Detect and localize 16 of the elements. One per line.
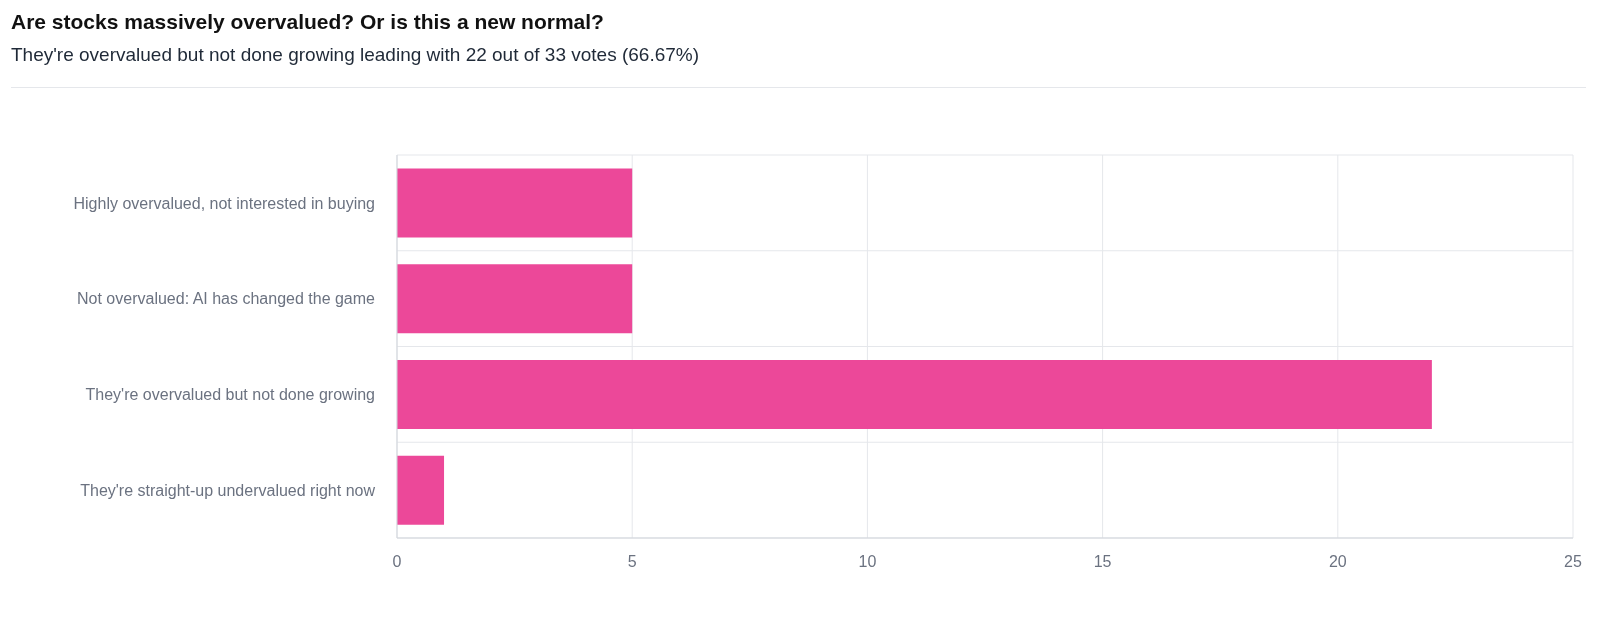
y-tick-label: They're straight-up undervalued right now	[80, 481, 376, 499]
bar	[397, 359, 1432, 429]
y-tick-label: They're overvalued but not done growing	[85, 386, 375, 404]
x-tick-label: 20	[1328, 553, 1347, 571]
x-tick-label: 25	[1564, 553, 1582, 571]
x-tick-label: 15	[1093, 553, 1112, 571]
x-tick-label: 10	[858, 553, 877, 571]
bar	[397, 455, 445, 525]
y-tick-label: Highly overvalued, not interested in buying	[73, 194, 375, 212]
x-tick-label: 0	[392, 553, 402, 571]
x-tick-label: 5	[627, 553, 637, 571]
bar	[397, 168, 633, 238]
chart-title: Are stocks massively overvalued? Or is this a new normal?	[11, 10, 604, 34]
bar	[397, 264, 633, 334]
y-tick-label: Not overvalued: AI has changed the game	[77, 290, 376, 308]
chart-subtitle: They're overvalued but not done growing leading with 22 out of 33 votes (66.67%)	[11, 44, 700, 66]
